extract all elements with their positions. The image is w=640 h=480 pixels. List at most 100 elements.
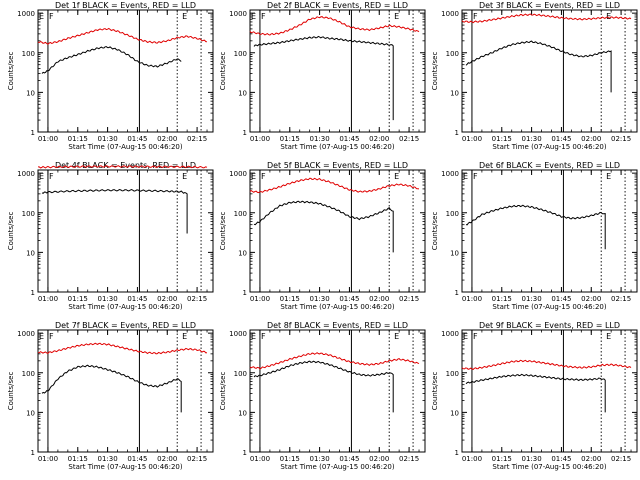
time-marker-label: E [182, 12, 187, 21]
chart-panel-5: Det 5f BLACK = Events, RED = LLD 1 10 100 10… [219, 161, 426, 311]
time-marker-label: F [261, 172, 266, 181]
y-axis-label: Counts/sec [219, 52, 227, 91]
y-tick-label: 100 [22, 210, 35, 218]
x-axis-label: Start Time (07-Aug-15 00:46:20) [492, 463, 606, 471]
x-tick-label: 02:00 [157, 295, 177, 303]
x-tick-label: 02:15 [399, 135, 419, 143]
y-tick-label: 1000 [229, 170, 247, 178]
y-tick-label: 1 [455, 289, 459, 297]
x-tick-label: 02:15 [187, 135, 207, 143]
y-axis-label: Counts/sec [431, 52, 439, 91]
time-marker-label: E [606, 332, 611, 341]
x-tick-label: 02:15 [611, 295, 631, 303]
x-tick-label: 02:00 [581, 135, 601, 143]
y-axis-label: Counts/sec [7, 212, 15, 251]
series-line-lld [249, 177, 420, 194]
plot-frame [249, 9, 426, 133]
time-marker-label: E [182, 332, 187, 341]
series-line-events [41, 46, 182, 74]
x-tick-label: 02:15 [399, 455, 419, 463]
chart-panel-3: Det 3f BLACK = Events, RED = LLD 1 10 100 10… [431, 1, 638, 151]
series-line-lld [37, 27, 208, 45]
series-line-lld [461, 359, 632, 370]
x-tick-label: 01:30 [522, 295, 542, 303]
x-tick-label: 02:00 [369, 295, 389, 303]
y-tick-label: 100 [446, 370, 459, 378]
x-axis-label: Start Time (07-Aug-15 00:46:20) [280, 303, 394, 311]
x-tick-label: 01:00 [462, 295, 482, 303]
x-tick-label: 01:30 [310, 455, 330, 463]
chart-panel-2: Det 2f BLACK = Events, RED = LLD 1 10 100 10… [219, 1, 426, 151]
y-tick-label: 1000 [441, 170, 459, 178]
y-tick-label: 100 [234, 50, 247, 58]
y-axis-label: Counts/sec [7, 372, 15, 411]
y-tick-label: 100 [446, 210, 459, 218]
time-marker-label: E [251, 12, 256, 21]
y-tick-label: 100 [234, 210, 247, 218]
x-tick-label: 01:45 [127, 135, 147, 143]
x-tick-label: 01:00 [38, 455, 58, 463]
time-marker-label: E [606, 172, 611, 181]
x-axis-label: Start Time (07-Aug-15 00:46:20) [68, 303, 182, 311]
x-tick-label: 01:45 [127, 295, 147, 303]
series-line-lld [249, 16, 420, 36]
x-tick-label: 01:45 [127, 455, 147, 463]
chart-title: Det 1f BLACK = Events, RED = LLD [55, 1, 196, 10]
y-tick-label: 10 [26, 89, 35, 97]
x-axis-label: Start Time (07-Aug-15 00:46:20) [280, 143, 394, 151]
series-line-lld [461, 13, 632, 24]
series-line-lld [38, 165, 208, 169]
x-tick-label: 01:15 [68, 135, 88, 143]
x-tick-label: 02:00 [369, 455, 389, 463]
time-marker-label: E [463, 172, 468, 181]
time-marker-label: E [251, 332, 256, 341]
x-tick-label: 01:15 [492, 295, 512, 303]
x-tick-label: 01:45 [551, 455, 571, 463]
plot-frame [37, 9, 214, 133]
chart-panel-1: Det 1f BLACK = Events, RED = LLD 1 10 100 10… [7, 1, 214, 151]
x-tick-label: 02:00 [157, 135, 177, 143]
y-tick-label: 100 [234, 370, 247, 378]
x-tick-label: 01:15 [280, 455, 300, 463]
x-tick-label: 02:15 [611, 135, 631, 143]
x-tick-label: 01:30 [98, 455, 118, 463]
y-axis-label: Counts/sec [219, 372, 227, 411]
chart-title: Det 6f BLACK = Events, RED = LLD [479, 161, 620, 170]
y-axis-label: Counts/sec [219, 212, 227, 251]
y-tick-label: 1000 [17, 170, 35, 178]
series-line-events [465, 204, 606, 250]
x-tick-label: 01:45 [339, 295, 359, 303]
x-axis-label: Start Time (07-Aug-15 00:46:20) [68, 143, 182, 151]
series-line-lld [249, 352, 420, 370]
time-marker-label: F [49, 172, 54, 181]
y-tick-label: 10 [450, 249, 459, 257]
x-tick-label: 02:00 [157, 455, 177, 463]
y-tick-label: 10 [450, 409, 459, 417]
y-tick-label: 1 [243, 289, 247, 297]
time-marker-label: F [473, 12, 478, 21]
x-axis-label: Start Time (07-Aug-15 00:46:20) [68, 463, 182, 471]
time-marker-label: E [182, 172, 187, 181]
x-tick-label: 01:00 [250, 455, 270, 463]
series-line-events [465, 40, 612, 93]
time-marker-label: E [394, 172, 399, 181]
time-marker-label: F [473, 332, 478, 341]
chart-title: Det 5f BLACK = Events, RED = LLD [267, 161, 408, 170]
y-axis-label: Counts/sec [7, 52, 15, 91]
x-tick-label: 01:30 [98, 295, 118, 303]
x-tick-label: 01:15 [68, 295, 88, 303]
y-tick-label: 10 [238, 89, 247, 97]
x-axis-label: Start Time (07-Aug-15 00:46:20) [280, 463, 394, 471]
series-line-events [253, 200, 394, 253]
time-marker-label: F [261, 332, 266, 341]
time-marker-label: E [39, 332, 44, 341]
y-tick-label: 1 [243, 129, 247, 137]
chart-title: Det 8f BLACK = Events, RED = LLD [267, 321, 408, 330]
y-tick-label: 1000 [229, 10, 247, 18]
y-tick-label: 1 [31, 449, 35, 457]
time-marker-label: E [39, 172, 44, 181]
time-marker-label: E [39, 12, 44, 21]
x-tick-label: 01:15 [280, 135, 300, 143]
x-tick-label: 02:15 [611, 455, 631, 463]
